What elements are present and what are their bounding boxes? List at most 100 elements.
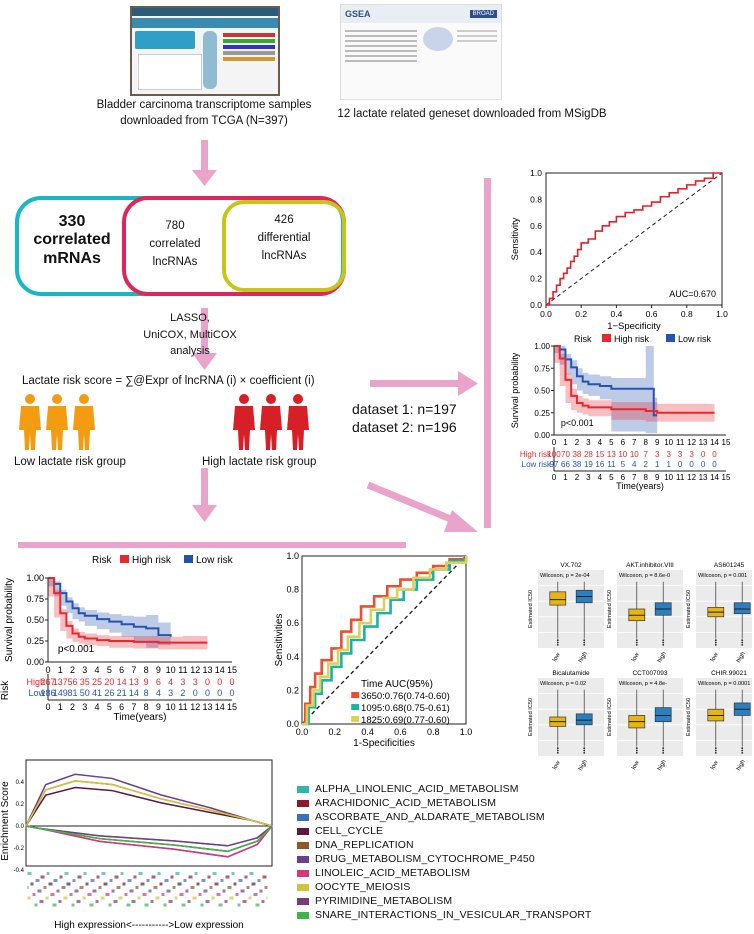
km-risk-high-value: 14 — [117, 677, 127, 687]
km-risk-high-value: 9 — [144, 677, 149, 687]
km-xlabel: Time(years) — [616, 481, 664, 491]
roc-multi-xtick: 0.0 — [296, 727, 309, 737]
roc-multi-legend-label: 3650:0.76(0.74-0.60) — [361, 691, 450, 702]
drug-ylabel: Estimated IC50 — [528, 590, 534, 628]
km-xtick: 6 — [621, 438, 626, 447]
km-high-ci — [48, 578, 208, 650]
drug-panel-title: VX.702 — [560, 562, 582, 569]
roc-multi-chart: 1.0 0.8 0.6 0.4 0.2 0.00.0 0.2 0.4 0.6 0.8 1.0 1-Sp… — [274, 551, 472, 748]
km-legend-title: Risk — [574, 334, 592, 344]
km-xtick: 4 — [598, 438, 603, 447]
drug-xtick-high: high — [736, 651, 747, 664]
km-risk-low-value: 38 — [572, 460, 581, 469]
gsea-legend-label: DNA_REPLICATION — [315, 839, 414, 851]
km-high-curve — [48, 577, 208, 644]
drug-outlier — [583, 639, 586, 642]
drug-box-high — [733, 602, 751, 615]
roc-multi-ytick: 0.2 — [286, 685, 299, 695]
km-risk-high-value: 267 — [40, 677, 55, 687]
gsea-legend-item: CELL_CYCLE — [297, 824, 591, 838]
km-risk-high-value: 6 — [156, 677, 161, 687]
km-risk-high-value: 3 — [655, 450, 660, 459]
km-risk-xtick: 7 — [632, 473, 637, 482]
roc-multi-frame — [301, 555, 467, 725]
gsea-legend-label: ALPHA_LINOLENIC_ACID_METABOLISM — [315, 783, 519, 795]
gsea-legend-item: LINOLEIC_ACID_METABOLISM — [297, 866, 591, 880]
km-risk-high-value: 28 — [584, 450, 593, 459]
km-xtick: 10 — [166, 665, 176, 675]
km-xtick: 11 — [676, 438, 685, 447]
km-xtick: 2 — [575, 438, 580, 447]
km-risk-xtick: 2 — [70, 702, 75, 712]
km-xtick: 5 — [609, 438, 614, 447]
km-risk-xtick: 8 — [144, 702, 149, 712]
arrow-right — [370, 380, 462, 387]
drug-outlier — [583, 747, 586, 750]
roc-top-xtick: 0.6 — [646, 309, 658, 319]
km-risk-low-value: 81 — [68, 688, 78, 698]
km-risk-low-value: 16 — [595, 460, 604, 469]
km-risk-xtick: 1 — [563, 473, 568, 482]
drug-outlier — [635, 747, 638, 750]
km-risk-low-label: Low — [28, 688, 45, 698]
roc-top-xtick: 0.4 — [610, 309, 622, 319]
km-risk-high-value: 137 — [53, 677, 68, 687]
km-risk-low-value: 0 — [701, 460, 706, 469]
km-risk-high-value: 4 — [168, 677, 173, 687]
km-xtick: 10 — [664, 438, 673, 447]
km-risk-xtick: 9 — [156, 702, 161, 712]
km-risk-xtick: 6 — [621, 473, 626, 482]
venn-inner-count: 426 — [274, 214, 294, 226]
drug-panel-stat: Wilcoxon, p = 2e-04 — [540, 573, 590, 579]
km-low-curve — [48, 577, 172, 637]
drug-outlier — [714, 751, 717, 754]
km-risk-low-value: 0 — [205, 688, 210, 698]
km-xtick: 15 — [722, 438, 731, 447]
km-ytick: 0.50 — [534, 387, 550, 396]
km-xtick: 4 — [95, 665, 100, 675]
drug-outlier — [741, 747, 744, 750]
drug-panel-title: AS601245 — [714, 562, 745, 569]
gsea-ytick: 0.2 — [16, 802, 25, 808]
arrow-down-2-head — [192, 353, 217, 370]
drug-outlier — [741, 641, 744, 644]
gsea-legend-label: ASCORBATE_AND_ALDARATE_METABOLISM — [315, 811, 545, 823]
km-risk-xtick: 15 — [227, 702, 237, 712]
gsea-legend-label: DRUG_METABOLISM_CYTOCHROME_P450 — [315, 853, 535, 865]
gsea-ytick: 0.0 — [16, 824, 25, 830]
km-legend-high-swatch — [120, 555, 129, 563]
km-risk-low-value: 1 — [655, 460, 660, 469]
tcga-caption-line1: Bladder carcinoma transcriptome samples — [96, 99, 312, 111]
km-xtick: 1 — [563, 438, 568, 447]
drug-outlier — [714, 747, 717, 750]
km-risk-high-value: 35 — [80, 677, 90, 687]
km-ytick: 0.75 — [26, 594, 44, 604]
gsea-chart: 0.4 0.2 0.0 -0.2 -0.4 Enrichment Score High ex… — [0, 759, 273, 931]
km-risk-xtick: 3 — [82, 702, 87, 712]
km-risk-low-value: 149 — [53, 688, 68, 698]
km-risk-high-value: 3 — [678, 450, 683, 459]
km-risk-high-value: 20 — [104, 677, 114, 687]
high-group-label: High lactate risk group — [202, 456, 317, 468]
drug-outlier — [741, 751, 744, 754]
km-risk-low-value: 2 — [180, 688, 185, 698]
gsea-legend-swatch — [297, 911, 309, 919]
drug-outlier — [741, 643, 744, 646]
km-xlabel: Time(years) — [114, 712, 167, 723]
gsea-logo: GSEA — [345, 9, 371, 19]
km-risk-high-value: 3 — [193, 677, 198, 687]
km-risk-high-value: 10 — [630, 450, 639, 459]
roc-multi-xtick: 0.4 — [361, 727, 374, 737]
drug-xtick-high: high — [578, 759, 589, 772]
gsea-legend-swatch — [297, 799, 309, 807]
km-risk-xtick: 8 — [644, 473, 649, 482]
broad-logo: BROAD — [469, 10, 497, 18]
km-xtick: 6 — [119, 665, 124, 675]
drug-outlier — [635, 749, 638, 752]
km-xtick: 9 — [655, 438, 660, 447]
drug-xtick-low: low — [710, 652, 720, 663]
km-risk-low-value: 1 — [666, 460, 671, 469]
gsea-legend-item: ALPHA_LINOLENIC_ACID_METABOLISM — [297, 782, 591, 796]
drug-panel-stat: Wilcoxon, p = 0.001 — [698, 573, 747, 579]
